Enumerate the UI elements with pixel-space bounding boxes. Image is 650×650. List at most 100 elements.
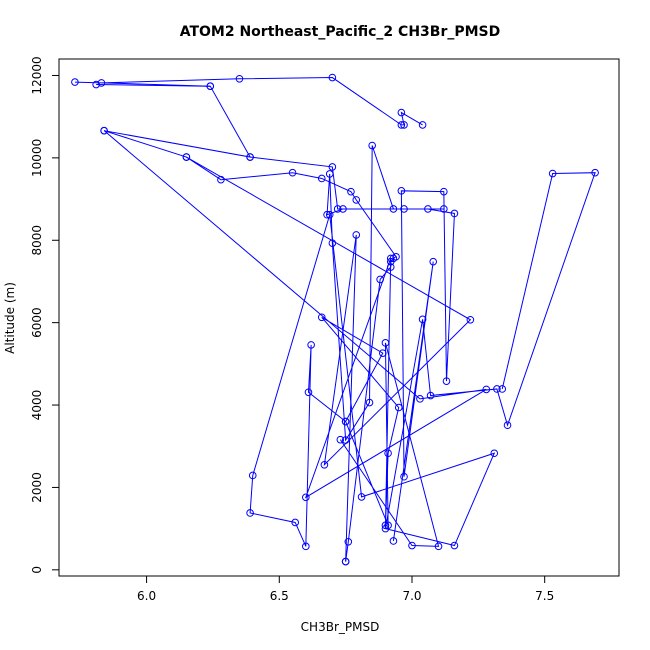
data-point — [307, 341, 315, 349]
data-point — [336, 435, 345, 444]
data-point — [325, 210, 334, 219]
y-tick-label: 6000 — [30, 307, 44, 338]
data-point — [384, 521, 392, 530]
data-point — [450, 541, 459, 550]
data-point — [397, 108, 406, 117]
series-line-2 — [96, 84, 211, 87]
data-point — [365, 398, 374, 407]
x-axis: 6.0 6.5 7.0 7.5 — [137, 576, 554, 603]
data-point — [304, 388, 313, 397]
y-tick-label: 12000 — [30, 56, 44, 94]
data-point — [97, 79, 106, 87]
data-point — [482, 385, 491, 394]
data-point — [386, 254, 395, 263]
series-line-3 — [250, 145, 455, 542]
data-point — [548, 169, 557, 178]
data-point — [442, 377, 451, 385]
data-point — [333, 205, 342, 213]
x-axis-label: CH3Br_PMSD — [301, 620, 380, 634]
data-point — [418, 315, 427, 324]
data-point — [288, 168, 297, 177]
y-axis-label: Altitude (m) — [3, 282, 17, 354]
data-point — [217, 175, 225, 184]
data-point — [434, 542, 443, 551]
series-line-6 — [339, 342, 440, 547]
data-point — [246, 153, 254, 161]
y-tick-label: 8000 — [30, 225, 44, 256]
data-point — [400, 472, 408, 481]
data-point — [246, 509, 254, 517]
data-point — [320, 460, 329, 469]
data-point — [397, 121, 406, 129]
data-point — [347, 187, 355, 196]
data-point — [386, 263, 395, 271]
data-point — [100, 126, 108, 135]
data-point — [302, 542, 310, 551]
data-point — [235, 74, 244, 83]
data-point — [389, 537, 398, 545]
data-point — [341, 417, 350, 426]
data-point — [368, 141, 376, 150]
data-point — [357, 493, 366, 501]
plot-frame — [58, 58, 620, 577]
data-point — [341, 557, 350, 566]
y-tick-label: 10000 — [30, 139, 44, 177]
data-point — [317, 174, 326, 183]
data-point — [378, 349, 387, 357]
series-line-4 — [103, 130, 596, 547]
data-point — [325, 170, 334, 178]
data-point — [503, 421, 512, 430]
data-point — [339, 205, 347, 213]
series-line-5 — [186, 156, 472, 562]
y-tick-label: 2000 — [30, 472, 44, 503]
data-point — [384, 449, 392, 458]
data-point — [493, 385, 501, 393]
data-point — [466, 315, 475, 324]
data-point — [400, 205, 408, 213]
data-point — [397, 187, 406, 195]
data-point — [341, 436, 350, 444]
data-point — [328, 163, 337, 171]
data-point — [352, 196, 361, 204]
data-point — [381, 521, 390, 530]
data-point — [426, 391, 435, 400]
y-tick-label: 4000 — [30, 390, 44, 421]
data-point — [440, 187, 448, 196]
data-point — [429, 257, 438, 266]
data-point — [291, 518, 300, 527]
data-point — [400, 121, 408, 129]
data-point — [490, 449, 499, 458]
series-layer — [74, 77, 596, 562]
data-point — [591, 168, 599, 177]
data-point — [389, 205, 398, 213]
points-layer — [71, 73, 599, 566]
x-tick-label: 6.0 — [137, 589, 156, 603]
data-point — [71, 78, 79, 86]
chart-title: ATOM2 Northeast_Pacific_2 CH3Br_PMSD — [180, 24, 501, 40]
data-point — [182, 153, 191, 161]
x-tick-label: 7.0 — [402, 589, 421, 603]
data-point — [376, 275, 384, 284]
x-tick-label: 7.5 — [535, 589, 554, 603]
data-point — [498, 385, 507, 393]
y-tick-label: 0 — [30, 566, 44, 574]
data-point — [323, 210, 331, 219]
data-point — [344, 538, 353, 546]
data-point — [381, 339, 390, 347]
data-point — [328, 73, 337, 82]
data-point — [392, 252, 400, 261]
data-point — [248, 471, 257, 480]
data-point — [394, 403, 403, 412]
data-point — [92, 80, 100, 89]
x-tick-label: 6.5 — [270, 589, 289, 603]
data-point — [206, 82, 215, 90]
data-point — [408, 541, 416, 550]
data-point — [317, 313, 326, 322]
data-point — [418, 121, 427, 129]
data-point — [450, 209, 459, 218]
data-point — [416, 395, 424, 403]
y-axis: 0 2000 4000 6000 8000 10000 12000 — [30, 56, 59, 574]
data-point — [352, 231, 361, 239]
data-point — [440, 205, 448, 213]
